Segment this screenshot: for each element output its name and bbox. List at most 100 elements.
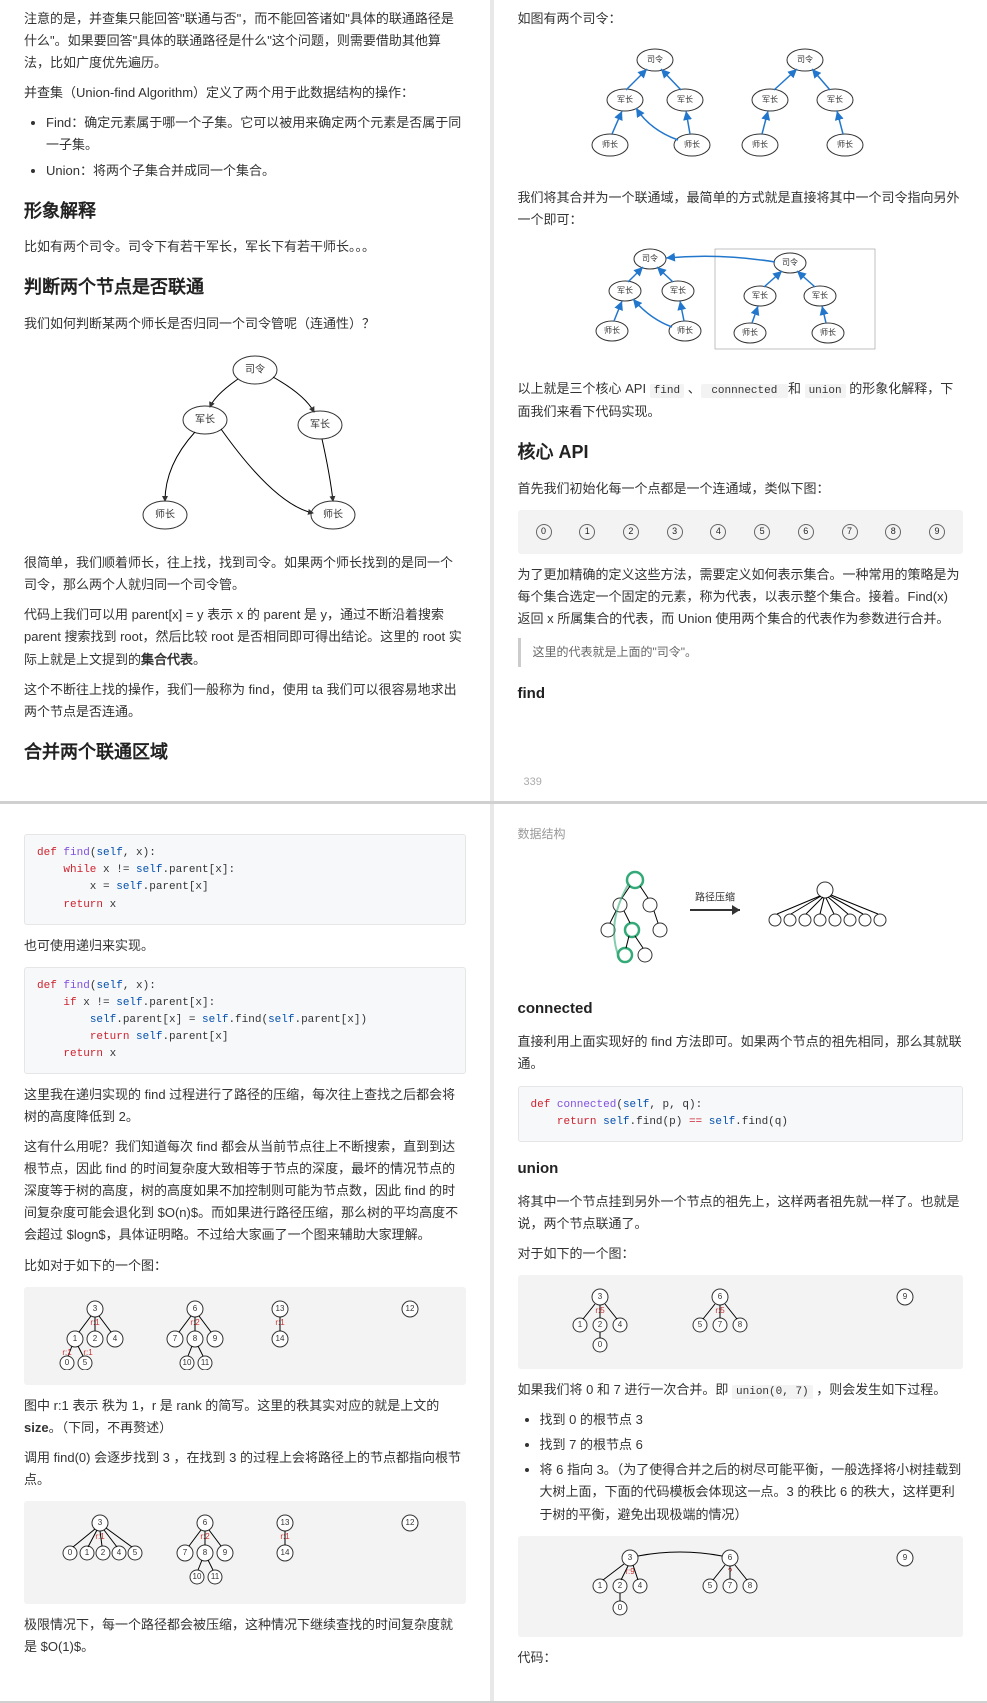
- p4-para5: 代码：: [518, 1647, 964, 1669]
- svg-text:师长: 师长: [742, 327, 758, 337]
- svg-text:12: 12: [405, 1518, 414, 1527]
- p2-quote: 这里的代表就是上面的"司令"。: [518, 638, 964, 666]
- circ: 7: [842, 524, 858, 540]
- p2-para3: 以上就是三个核心 API find 、 connnected 和 union 的…: [518, 378, 964, 423]
- circ: 4: [710, 524, 726, 540]
- svg-text:7: 7: [173, 1334, 178, 1343]
- p2-p3b: 、: [684, 381, 701, 396]
- svg-text:11: 11: [211, 1572, 220, 1581]
- p2-para5: 为了更加精确的定义这些方法，需要定义如何表示集合。一种常用的策略是为每个集合选定…: [518, 564, 964, 630]
- svg-text:师长: 师长: [677, 325, 693, 335]
- svg-text:3: 3: [628, 1553, 633, 1562]
- api-find: find: [650, 384, 684, 398]
- svg-text:r:1: r:1: [62, 1348, 72, 1357]
- circ: 1: [579, 524, 595, 540]
- p4-p4a: 如果我们将 0 和 7 进行一次合并。即: [518, 1382, 733, 1397]
- p1-h2-merge: 合并两个联通区域: [24, 737, 466, 768]
- p1-para3: 比如有两个司令。司令下有若干军长，军长下有若干师长。。。: [24, 236, 466, 258]
- svg-text:师长: 师长: [604, 325, 620, 335]
- p3-p5c: 。（下同，不再赘述）: [49, 1420, 173, 1435]
- p1-para6: 代码上我们可以用 parent[x] = y 表示 x 的 parent 是 y…: [24, 604, 466, 670]
- circ: 2: [623, 524, 639, 540]
- p1-h2-vivid: 形象解释: [24, 196, 466, 227]
- svg-text:8: 8: [203, 1548, 208, 1557]
- p2-circles: 0 1 2 3 4 5 6 7 8 9: [518, 510, 964, 554]
- p3-para4: 比如对于如下的一个图：: [24, 1255, 466, 1277]
- p2-fig-merged: 司令 军长 军长 师长 师长 司令 军长 军长 师长 师长: [518, 241, 964, 368]
- svg-text:7: 7: [718, 1321, 723, 1330]
- api-conn: connnected: [701, 384, 788, 398]
- circ: 3: [667, 524, 683, 540]
- p2-h3-find: find: [518, 681, 964, 707]
- p4-para4: 如果我们将 0 和 7 进行一次合并。即 union(0, 7) ，则会发生如下…: [518, 1379, 964, 1402]
- svg-text:9: 9: [903, 1553, 908, 1562]
- svg-text:路径压缩: 路径压缩: [695, 890, 735, 903]
- svg-text:5: 5: [83, 1358, 88, 1367]
- svg-text:10: 10: [192, 1572, 201, 1581]
- compress-svg: 路径压缩: [570, 865, 910, 975]
- p1-para1: 注意的是，并查集只能回答"联通与否"，而不能回答诸如"具体的联通路径是什么"。如…: [24, 8, 466, 74]
- p4-code1: def connected(self, p, q): return self.f…: [518, 1086, 964, 1142]
- svg-text:司令: 司令: [642, 253, 658, 263]
- p4-li1: 找到 0 的根节点 3: [540, 1409, 964, 1431]
- svg-text:8: 8: [193, 1334, 198, 1343]
- svg-text:3: 3: [98, 1518, 103, 1527]
- svg-text:军长: 军长: [762, 94, 778, 104]
- svg-text:14: 14: [280, 1548, 289, 1557]
- p1-para7: 这个不断往上找的操作，我们一般称为 find，使用 ta 我们可以很容易地求出两…: [24, 679, 466, 723]
- svg-text:4: 4: [113, 1334, 118, 1343]
- svg-text:r:1: r:1: [83, 1348, 93, 1357]
- p2-para1: 如图有两个司令：: [518, 8, 964, 30]
- p3-p5b: size: [24, 1420, 49, 1435]
- spread-1: 注意的是，并查集只能回答"联通与否"，而不能回答诸如"具体的联通路径是什么"。如…: [0, 0, 987, 804]
- svg-text:12: 12: [405, 1304, 414, 1313]
- svg-text:3: 3: [93, 1304, 98, 1313]
- svg-text:9: 9: [213, 1334, 218, 1343]
- svg-text:军长: 军长: [617, 285, 633, 295]
- svg-text:6: 6: [728, 1553, 733, 1562]
- svg-text:军长: 军长: [670, 285, 686, 295]
- svg-text:军长: 军长: [617, 94, 633, 104]
- svg-text:13: 13: [275, 1304, 284, 1313]
- svg-text:0: 0: [618, 1603, 623, 1612]
- svg-text:3: 3: [598, 1293, 603, 1302]
- svg-text:13: 13: [280, 1518, 289, 1527]
- svg-text:师长: 师长: [684, 139, 700, 149]
- p3-code1: def find(self, x): while x != self.paren…: [24, 834, 466, 924]
- svg-text:师长: 师长: [752, 139, 768, 149]
- circ: 5: [754, 524, 770, 540]
- p3-code2: def find(self, x): if x != self.parent[x…: [24, 967, 466, 1074]
- svg-text:军长: 军长: [677, 94, 693, 104]
- svg-text:师长: 师长: [602, 139, 618, 149]
- p4-fig1: 3 r:5 1 2 4 0 6 r:5 5 7 8 9: [518, 1275, 964, 1368]
- page-1: 注意的是，并查集只能回答"联通与否"，而不能回答诸如"具体的联通路径是什么"。如…: [0, 0, 494, 801]
- svg-text:4: 4: [638, 1581, 643, 1590]
- p4-fig1-svg: 3 r:5 1 2 4 0 6 r:5 5 7 8 9: [550, 1283, 930, 1353]
- p4-compress-fig: 路径压缩: [518, 865, 964, 982]
- page-3: def find(self, x): while x != self.paren…: [0, 804, 494, 1700]
- svg-text:2: 2: [618, 1581, 623, 1590]
- svg-text:11: 11: [201, 1358, 210, 1367]
- circ: 9: [929, 524, 945, 540]
- svg-text:5: 5: [133, 1548, 138, 1557]
- svg-text:7: 7: [183, 1548, 188, 1557]
- svg-text:司令: 司令: [782, 257, 798, 267]
- p2-p3c: 和: [788, 381, 805, 396]
- svg-text:7: 7: [728, 1581, 733, 1590]
- svg-text:0: 0: [598, 1341, 603, 1350]
- svg-text:5: 5: [698, 1321, 703, 1330]
- p4-li2: 找到 7 的根节点 6: [540, 1434, 964, 1456]
- p1-li-union: Union：将两个子集合并成同一个集合。: [46, 160, 466, 182]
- p2-para2: 我们将其合并为一个联通域，最简单的方式就是直接将其中一个司令指向另外一个即可：: [518, 187, 964, 231]
- p3-para5: 图中 r:1 表示 秩为 1，r 是 rank 的简写。这里的秩其实对应的就是上…: [24, 1395, 466, 1439]
- paper: 注意的是，并查集只能回答"联通与否"，而不能回答诸如"具体的联通路径是什么"。如…: [0, 0, 987, 1703]
- svg-text:军长: 军长: [195, 414, 215, 426]
- svg-text:军长: 军长: [752, 290, 768, 300]
- api-union: union: [805, 384, 846, 398]
- p2-h2-api: 核心 API: [518, 437, 964, 468]
- p1-para2: 并查集（Union-find Algorithm）定义了两个用于此数据结构的操作…: [24, 82, 466, 104]
- p4-para2: 将其中一个节点挂到另外一个节点的祖先上，这样两者祖先就一样了。也就是说，两个节点…: [518, 1191, 964, 1235]
- p4-li3: 将 6 指向 3。（为了使得合并之后的树尽可能平衡，一般选择将小树挂载到大树上面…: [540, 1459, 964, 1525]
- p3-para3: 这有什么用呢？我们知道每次 find 都会从当前节点往上不断搜索，直到到达根节点…: [24, 1136, 466, 1246]
- pagenum: 339: [524, 773, 542, 792]
